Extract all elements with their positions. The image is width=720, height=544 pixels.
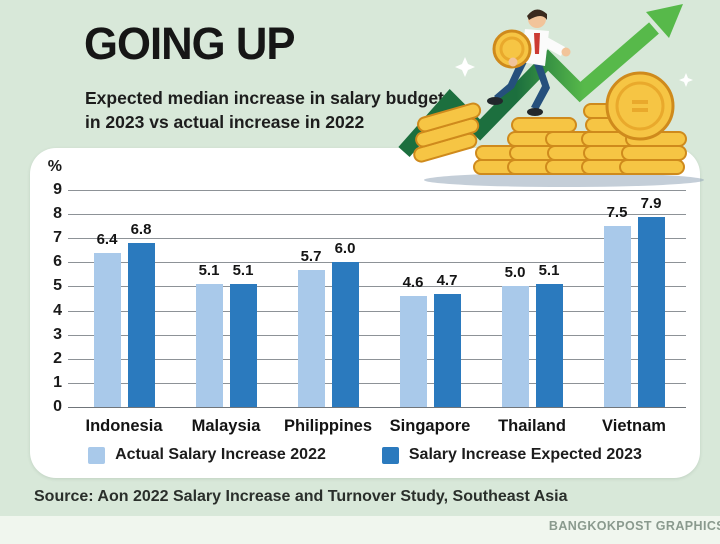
gridline-1 xyxy=(68,382,686,384)
gridline-8 xyxy=(68,214,686,216)
bar-value-label: 5.0 xyxy=(504,264,526,282)
y-axis-tick-label: 3 xyxy=(53,325,62,343)
y-axis-tick-label: 4 xyxy=(53,301,62,319)
y-axis-tick-label: 1 xyxy=(53,373,62,391)
gridline-6 xyxy=(68,262,686,264)
source-note: Source: Aon 2022 Salary Increase and Tur… xyxy=(34,488,568,505)
bar-thailand-2023 xyxy=(535,284,563,407)
chart-panel: 0 1 2 3 4 5 6 7 8 9% 6.4 6.8 Indonesia 5.1 5.1 Malaysia… xyxy=(30,148,700,478)
bar-value-label: 5.1 xyxy=(198,262,220,280)
gridline-9 xyxy=(68,190,686,191)
legend-swatch xyxy=(88,446,106,464)
legend-swatch xyxy=(381,446,399,464)
x-axis-label-malaysia: Malaysia xyxy=(191,417,261,435)
y-axis-tick-label: 6 xyxy=(53,253,62,271)
bar-vietnam-2023 xyxy=(637,216,665,407)
x-axis-label-indonesia: Indonesia xyxy=(85,417,163,435)
gridline-4 xyxy=(68,310,686,312)
bar-value-label: 4.6 xyxy=(402,274,424,292)
y-axis-unit-label: % xyxy=(47,158,62,175)
gridline-0 xyxy=(68,407,686,408)
bar-chart: 0 1 2 3 4 5 6 7 8 9% 6.4 6.8 Indonesia 5.1 5.1 Malaysia… xyxy=(30,148,700,478)
footer-strip xyxy=(0,516,720,544)
bar-vietnam-2022 xyxy=(603,226,631,407)
gridline-5 xyxy=(68,286,686,288)
x-axis-label-singapore: Singapore xyxy=(389,417,471,435)
x-axis-label-vietnam: Vietnam xyxy=(602,417,666,435)
graphics-credit: BANGKOKPOST GRAPHICS xyxy=(548,519,720,533)
page-title: GOING UP xyxy=(84,18,295,69)
bar-value-label: 4.7 xyxy=(436,271,458,289)
bar-value-label: 6.8 xyxy=(130,221,152,239)
gridline-7 xyxy=(68,238,686,240)
y-axis-tick-label: 9 xyxy=(53,181,62,198)
y-axis-tick-label: 0 xyxy=(53,398,62,415)
legend-label: Salary Increase Expected 2023 xyxy=(408,446,642,463)
y-axis-tick-label: 8 xyxy=(53,205,62,223)
subtitle-line-2: in 2023 vs actual increase in 2022 xyxy=(85,112,365,133)
legend-label: Actual Salary Increase 2022 xyxy=(115,446,326,463)
x-axis-label-philippines: Philippines xyxy=(283,417,372,435)
bar-value-label: 5.7 xyxy=(300,247,322,265)
bar-malaysia-2022 xyxy=(195,284,223,407)
y-axis-tick-label: 7 xyxy=(53,229,62,247)
bar-singapore-2022 xyxy=(399,296,427,407)
bar-malaysia-2023 xyxy=(229,284,257,407)
bar-singapore-2023 xyxy=(433,293,461,407)
bar-value-label: 5.1 xyxy=(232,262,254,280)
bar-indonesia-2022 xyxy=(93,252,121,407)
gridline-2 xyxy=(68,358,686,360)
bar-value-label: 5.1 xyxy=(538,262,560,280)
subtitle-line-1: Expected median increase in salary budge… xyxy=(85,88,454,108)
chart-subtitle: Expected median increase in salary budge… xyxy=(85,86,454,134)
bar-indonesia-2023 xyxy=(127,243,155,407)
y-axis-tick-label: 2 xyxy=(53,349,62,367)
bar-value-label: 7.9 xyxy=(640,194,662,212)
x-axis-label-thailand: Thailand xyxy=(498,417,566,435)
bar-value-label: 6.0 xyxy=(334,240,356,258)
gridline-3 xyxy=(68,334,686,336)
bar-value-label: 6.4 xyxy=(96,230,118,248)
bar-philippines-2022 xyxy=(297,269,325,407)
chart-legend: Actual Salary Increase 2022 Salary Increa… xyxy=(30,446,700,464)
bar-thailand-2022 xyxy=(501,286,529,407)
bar-philippines-2023 xyxy=(331,262,359,407)
y-axis-tick-label: 5 xyxy=(53,277,62,295)
legend-item: Salary Increase Expected 2023 xyxy=(381,446,642,464)
bar-value-label: 7.5 xyxy=(606,204,628,222)
legend-item: Actual Salary Increase 2022 xyxy=(88,446,326,464)
man-climbing-coin-stacks-with-rising-arrow-icon xyxy=(398,4,704,187)
